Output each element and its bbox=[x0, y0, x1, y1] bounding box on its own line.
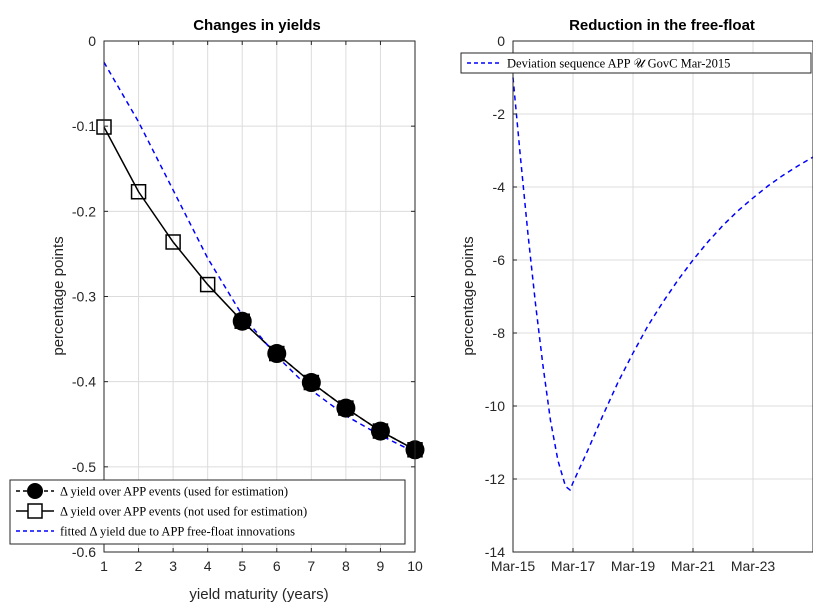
y-tick-label: -0.6 bbox=[72, 544, 96, 560]
data-point-square bbox=[199, 276, 216, 293]
y-tick-label: -8 bbox=[493, 325, 506, 341]
data-point-circle bbox=[301, 373, 321, 393]
y-tick-label: -12 bbox=[485, 471, 505, 487]
legend-swatch-square bbox=[27, 503, 43, 519]
y-tick-label: -10 bbox=[485, 398, 505, 414]
data-point-circle bbox=[370, 421, 390, 441]
legend-swatch-circle bbox=[27, 483, 43, 499]
legend-entry: Δ yield over APP events (not used for es… bbox=[60, 505, 307, 519]
y-tick-label: -4 bbox=[493, 179, 506, 195]
y-tick-label: -0.1 bbox=[72, 118, 96, 134]
x-tick-label: Mar-21 bbox=[671, 558, 716, 574]
x-tick-label: Mar-19 bbox=[611, 558, 656, 574]
y-tick-label: -14 bbox=[485, 544, 505, 560]
legend-entry: fitted Δ yield due to APP free-float inn… bbox=[60, 525, 295, 539]
x-tick-label: 10 bbox=[407, 558, 423, 574]
series-line-fitted bbox=[103, 61, 416, 454]
chart-reduction-in-free-float: Reduction in the free-float Mar-15 Mar-17… bbox=[460, 17, 813, 574]
x-tick-label: 7 bbox=[307, 558, 315, 574]
y-tick-label: -0.2 bbox=[72, 203, 96, 219]
x-tick-label: 9 bbox=[377, 558, 385, 574]
data-point-circle bbox=[232, 311, 252, 331]
x-tick-label: 4 bbox=[204, 558, 212, 574]
series-line-not-used bbox=[103, 126, 416, 451]
y-tick-label: 0 bbox=[497, 33, 505, 49]
y-tick-label: 0 bbox=[88, 33, 96, 49]
x-tick-label: 2 bbox=[135, 558, 143, 574]
chart-title: Changes in yields bbox=[193, 17, 321, 34]
chart-changes-in-yields: Changes in yields 1 2 3 4 5 6 7 8 9 10 0 -0.1 -0.2 -0… bbox=[9, 17, 425, 603]
y-tick-label: -0.5 bbox=[72, 459, 96, 475]
y-axis-label: percentage points bbox=[460, 236, 477, 355]
data-point-square bbox=[130, 183, 147, 200]
data-point-circle bbox=[267, 344, 287, 364]
x-tick-label: 1 bbox=[100, 558, 108, 574]
x-tick-label: 5 bbox=[238, 558, 246, 574]
x-tick-label: Mar-15 bbox=[491, 558, 536, 574]
data-point-circle bbox=[336, 398, 356, 418]
series-line-deviation bbox=[512, 77, 813, 492]
x-tick-label: 3 bbox=[169, 558, 177, 574]
legend-box bbox=[9, 479, 406, 545]
x-axis-label: yield maturity (years) bbox=[189, 586, 328, 603]
legend-box bbox=[460, 52, 812, 74]
data-point-square bbox=[165, 234, 181, 250]
y-axis-label: percentage points bbox=[50, 236, 67, 355]
y-tick-label: -6 bbox=[493, 252, 506, 268]
y-tick-label: -0.3 bbox=[72, 289, 96, 305]
legend: Deviation sequence APP 𝒰 GovC Mar-2015 bbox=[460, 52, 812, 74]
chart-title: Reduction in the free-float bbox=[569, 17, 755, 34]
y-tick-label: -2 bbox=[493, 106, 506, 122]
legend-entry: Deviation sequence APP 𝒰 GovC Mar-2015 bbox=[507, 57, 730, 71]
x-tick-label: Mar-23 bbox=[731, 558, 776, 574]
x-tick-label: Mar-17 bbox=[551, 558, 596, 574]
x-tick-label: 6 bbox=[273, 558, 281, 574]
y-tick-label: -0.4 bbox=[72, 374, 96, 390]
legend: Δ yield over APP events (used for estima… bbox=[9, 479, 406, 545]
legend-entry: Δ yield over APP events (used for estima… bbox=[60, 485, 288, 499]
x-tick-label: 8 bbox=[342, 558, 350, 574]
